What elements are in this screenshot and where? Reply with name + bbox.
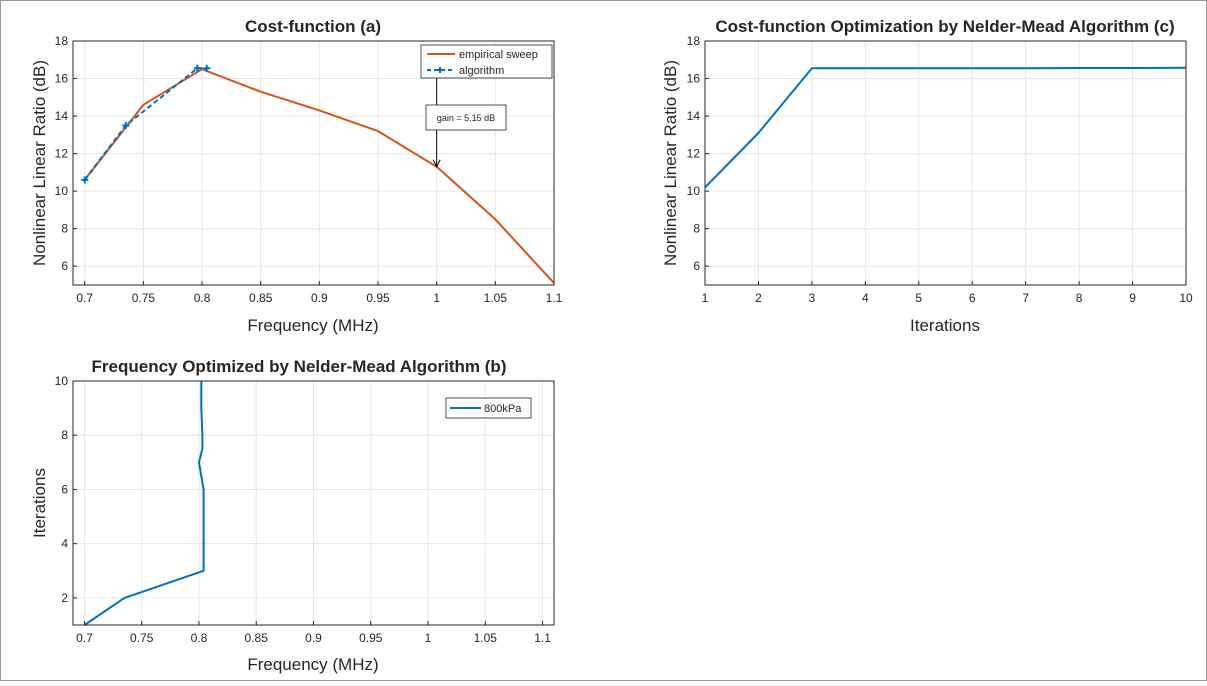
plot-b-xtick-label: 0.85 [245, 631, 269, 645]
plot-b-xtick-label: 0.9 [305, 631, 322, 645]
plot-c-xtick-label: 2 [755, 291, 762, 305]
plot-a-xtick-label: 1 [433, 291, 440, 305]
plot-c-ylabel: Nonlinear Linear Ratio (dB) [661, 60, 680, 266]
legend-label-800kpa: 800kPa [484, 403, 522, 415]
plot-c-title: Cost-function Optimization by Nelder-Mea… [715, 17, 1174, 36]
plot-c-background [705, 41, 1186, 285]
plot-c-xtick-label: 3 [809, 291, 816, 305]
plot-b-xtick-label: 0.8 [191, 631, 208, 645]
plot-b-ytick-label: 2 [61, 591, 68, 605]
plot-b-xtick-label: 1.05 [474, 631, 498, 645]
plot-a-axes-box [72, 40, 555, 286]
plot-b-legend: 800kPa [445, 397, 532, 419]
plot-a-xtick-label: 0.8 [194, 291, 211, 305]
plot-a-xtick-label: 1.05 [484, 291, 508, 305]
plot-b-ytick-label: 4 [61, 537, 68, 551]
plot-a-xtick-label: 0.75 [132, 291, 156, 305]
plot-c-ytick-label: 10 [687, 184, 701, 198]
plot-c-yticks: 6 8 10 12 14 16 18 [687, 34, 709, 273]
plot-a-title: Cost-function (a) [245, 17, 381, 36]
plot-a-xtick-label: 1.1 [546, 291, 563, 305]
plot-a-xticks: 0.7 0.75 0.8 0.85 0.9 0.95 1 1.05 1.1 [76, 281, 563, 305]
plot-b-yticks: 2 4 6 8 10 [55, 374, 77, 605]
plot-a-gain-annotation: gain = 5.15 dB [425, 68, 507, 168]
plot-a-background [73, 41, 554, 285]
plot-a-marker [203, 64, 211, 72]
plot-c-series [704, 66, 1187, 189]
plot-a-marker [193, 64, 201, 72]
plot-b-ylabel: Iterations [30, 468, 49, 538]
plot-a-ytick-label: 6 [61, 259, 68, 273]
plot-a-legend: empirical sweep algorithm [420, 44, 553, 79]
plot-a-marker [81, 176, 89, 184]
plot-a-ytick-label: 10 [55, 184, 69, 198]
plot-b-title: Frequency Optimized by Nelder-Mead Algor… [92, 357, 507, 376]
plot-b-xtick-label: 1.1 [534, 631, 551, 645]
plot-c-ytick-label: 12 [687, 147, 701, 161]
plot-a-xlabel: Frequency (MHz) [247, 316, 378, 335]
plot-c-ytick-label: 8 [693, 222, 700, 236]
plot-c-xtick-label: 9 [1129, 291, 1136, 305]
plot-b-xticks: 0.7 0.75 0.8 0.85 0.9 0.95 1 1.05 1.1 [76, 621, 551, 645]
plot-b-xlabel: Frequency (MHz) [247, 655, 378, 674]
plot-c-xtick-label: 5 [915, 291, 922, 305]
legend-label-empirical: empirical sweep [459, 49, 538, 61]
plot-a-ytick-label: 14 [55, 109, 69, 123]
plot-a-xtick-label: 0.9 [311, 291, 328, 305]
plot-a-series-line-1 [83, 67, 207, 181]
plot-c-xtick-label: 6 [969, 291, 976, 305]
plot-c-ytick-label: 6 [693, 259, 700, 273]
plot-b-xtick-label: 1 [425, 631, 432, 645]
plot-a-series [81, 64, 555, 284]
plot-c-ytick-label: 18 [687, 34, 701, 48]
legend-marker-algorithm [437, 67, 443, 73]
plot-a-xtick-label: 0.85 [249, 291, 273, 305]
plot-c-xticks: 1 2 3 4 5 6 7 8 9 10 [702, 281, 1193, 305]
plot-a: 0.7 0.75 0.8 0.85 0.9 0.95 1 1.05 1.1 6 8 10 12 14 16… [30, 17, 563, 335]
plot-a-ytick-label: 8 [61, 222, 68, 236]
plot-c-xtick-label: 8 [1076, 291, 1083, 305]
plot-b-legend-box [445, 397, 532, 419]
gain-label-box [425, 104, 507, 131]
plot-c-xtick-label: 10 [1179, 291, 1193, 305]
plot-c-series-line-0 [704, 66, 1187, 189]
plot-a-series-line-0 [83, 68, 555, 284]
legend-label-algorithm: algorithm [459, 65, 504, 77]
plot-b-series-line-0 [83, 381, 205, 626]
plot-c-xlabel: Iterations [910, 316, 980, 335]
plot-a-ytick-label: 16 [55, 72, 69, 86]
gain-label: gain = 5.15 dB [437, 113, 495, 123]
plot-a-marker [122, 121, 130, 129]
plot-b: 0.7 0.75 0.8 0.85 0.9 0.95 1 1.05 1.1 2 4 6 8 10 Fre… [30, 357, 555, 674]
plot-c-ytick-label: 16 [687, 72, 701, 86]
plot-b-series [83, 381, 205, 626]
plot-b-xtick-label: 0.95 [359, 631, 383, 645]
plot-b-xtick-label: 0.75 [130, 631, 154, 645]
plot-c-axes-box [704, 40, 1187, 286]
plot-a-xtick-label: 0.7 [76, 291, 93, 305]
plot-c-xtick-label: 4 [862, 291, 869, 305]
plot-a-yticks: 6 8 10 12 14 16 18 [55, 34, 77, 273]
plot-b-ytick-label: 6 [61, 482, 68, 496]
gain-arrow-head-bottom [432, 159, 441, 168]
plot-a-legend-box [420, 44, 553, 79]
plot-a-ylabel: Nonlinear Linear Ratio (dB) [30, 60, 49, 266]
plot-b-ytick-label: 10 [55, 374, 69, 388]
plot-b-xtick-label: 0.7 [76, 631, 93, 645]
plot-a-xtick-label: 0.95 [366, 291, 390, 305]
plot-c-xtick-label: 1 [702, 291, 709, 305]
plot-c-xtick-label: 7 [1022, 291, 1029, 305]
plot-a-ytick-label: 12 [55, 147, 69, 161]
plot-a-ytick-label: 18 [55, 34, 69, 48]
plot-c-ytick-label: 14 [687, 109, 701, 123]
plot-b-ytick-label: 8 [61, 428, 68, 442]
